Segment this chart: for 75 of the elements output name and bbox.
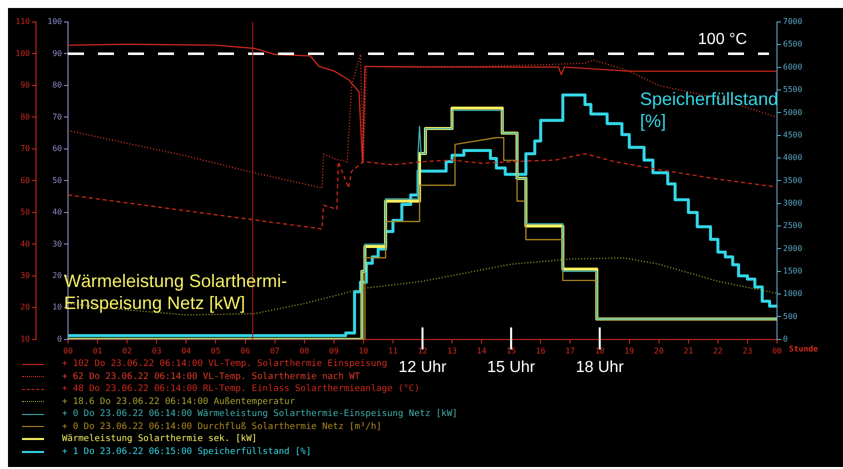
y3-tick-label: 4000 — [783, 153, 802, 162]
x-tick-label: 10 — [358, 346, 368, 356]
y3-tick-label: 0 — [783, 334, 788, 344]
legend-label: + 48 Do 23.06.22 06:14:00 RL-Temp. Einlass Solarthermieanlage (°C) — [62, 384, 420, 394]
y3-tick-label: 2000 — [783, 244, 802, 253]
y2-tick-label: 100 — [16, 48, 30, 58]
y2-tick-label: 60 — [20, 176, 30, 185]
y-tick-label: 20 — [52, 271, 62, 280]
y-tick-label: 10 — [52, 302, 62, 312]
x-tick-label: 09 — [329, 346, 339, 356]
x-tick-label: 14 — [476, 346, 487, 356]
x-axis-title: Stunde — [789, 344, 818, 354]
legend-label: + 0 Do 23.06.22 06:14:00 Wärmeleistung Solarthermie-Einspeisung Netz [kW] — [62, 409, 458, 420]
x-tick-label: 12 — [418, 346, 428, 356]
x-tick-label: 15 — [506, 346, 516, 356]
y3-tick-label: 3000 — [783, 198, 802, 208]
y2-tick-label: 50 — [20, 208, 30, 217]
x-tick-label: 05 — [210, 346, 221, 356]
y-tick-label: 50 — [52, 176, 62, 185]
y-tick-label: 60 — [52, 144, 62, 154]
y2-tick-label: 80 — [20, 112, 30, 122]
y3-tick-label: 7000 — [783, 17, 802, 26]
x-tick-label: 16 — [536, 346, 546, 356]
y3-tick-label: 6000 — [783, 62, 802, 72]
x-tick-label: 22 — [713, 346, 723, 356]
y-tick-label: 0 — [57, 334, 62, 344]
y2-tick-label: 30 — [20, 271, 30, 280]
x-tick-label: 13 — [447, 346, 458, 356]
x-tick-label: 11 — [388, 346, 398, 356]
annotation: 12 Uhr — [398, 358, 448, 376]
y2-tick-label: 110 — [16, 17, 30, 26]
y3-tick-label: 4500 — [783, 130, 802, 140]
x-tick-label: 04 — [181, 346, 192, 356]
y2-tick-label: 40 — [20, 239, 30, 248]
y-tick-label: 90 — [52, 48, 62, 58]
y3-tick-label: 2500 — [783, 221, 802, 230]
y3-tick-label: 1500 — [783, 266, 802, 276]
x-tick-label: 07 — [270, 346, 280, 356]
x-tick-label: 01 — [92, 346, 103, 356]
legend-label: + 0 Do 23.06.22 06:14:00 Durchfluß Solarthermie Netz [m³/h] — [62, 422, 382, 432]
x-tick-label: 02 — [122, 346, 132, 356]
ref-line-label: 100 °C — [698, 31, 747, 48]
legend-label: + 62 Do 23.06.22 06:14:00 VL-Temp. Solarthermie nach WT — [62, 372, 360, 382]
x-tick-label: 00 — [63, 346, 73, 356]
y3-tick-label: 5000 — [783, 108, 802, 117]
y3-tick-label: 500 — [783, 312, 798, 321]
x-tick-label: 23 — [742, 346, 752, 356]
x-tick-label: 21 — [684, 346, 694, 356]
legend-label: Wärmeleistung Solarthermie sek. [kW] — [62, 434, 258, 444]
y2-tick-label: 90 — [20, 80, 30, 90]
x-tick-label: 20 — [654, 346, 664, 356]
x-tick-label: 03 — [152, 346, 162, 356]
legend-label: + 1 Do 23.06.22 06:15:00 Speicherfüllstand [%] — [62, 446, 312, 457]
x-tick-label: 18 — [594, 346, 605, 356]
x-tick-label: 19 — [624, 346, 634, 356]
y3-tick-label: 3500 — [783, 176, 802, 185]
legend-label: + 102 Do 23.06.22 06:14:00 VL-Temp. Solarthermie Einspeisung — [62, 359, 388, 370]
y2-tick-label: 70 — [20, 144, 30, 154]
y-tick-label: 30 — [52, 239, 62, 248]
x-tick-label: 06 — [240, 346, 250, 356]
legend-label: + 18.6 Do 23.06.22 06:14:00 Außentemperatur — [62, 396, 295, 407]
y3-tick-label: 1000 — [783, 289, 802, 298]
annotation: 15 Uhr — [487, 358, 536, 376]
y-tick-label: 70 — [52, 112, 62, 122]
y-tick-label: 40 — [52, 208, 62, 217]
x-tick-label: 17 — [565, 346, 576, 356]
annotation: 18 Uhr — [576, 358, 624, 376]
y-tick-label: 100 — [48, 17, 62, 26]
y3-tick-label: 6500 — [783, 40, 802, 49]
y3-tick-label: 5500 — [783, 85, 802, 94]
y-tick-label: 80 — [52, 80, 62, 90]
x-tick-label: 00 — [772, 346, 782, 356]
y2-tick-label: 20 — [20, 302, 30, 312]
x-tick-label: 08 — [300, 346, 310, 356]
y2-tick-label: 10 — [20, 334, 30, 344]
